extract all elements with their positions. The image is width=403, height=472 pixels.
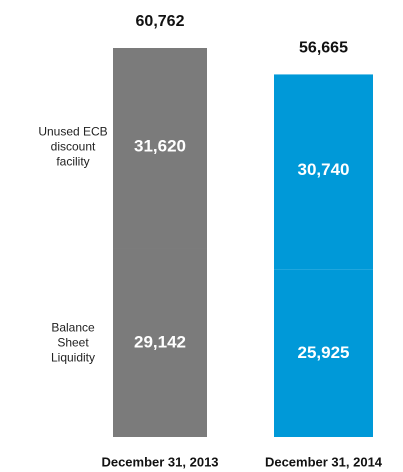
total-label: 60,762 (136, 13, 185, 30)
x-tick-label: December 31, 2014 (265, 454, 383, 469)
bar-segment (113, 48, 207, 249)
value-label: 30,740 (298, 160, 350, 179)
x-tick-label: December 31, 2013 (101, 454, 218, 469)
value-label: 29,142 (134, 332, 186, 351)
bar-segment (113, 248, 207, 437)
series-label: Unused ECB discount facility (38, 124, 108, 169)
value-label: 31,620 (134, 136, 186, 155)
value-label: 25,925 (298, 343, 350, 362)
bar-segment (274, 74, 373, 270)
bar-segment (274, 269, 373, 437)
series-label: Balance Sheet Liquidity (50, 320, 96, 365)
total-label: 56,665 (299, 40, 348, 57)
